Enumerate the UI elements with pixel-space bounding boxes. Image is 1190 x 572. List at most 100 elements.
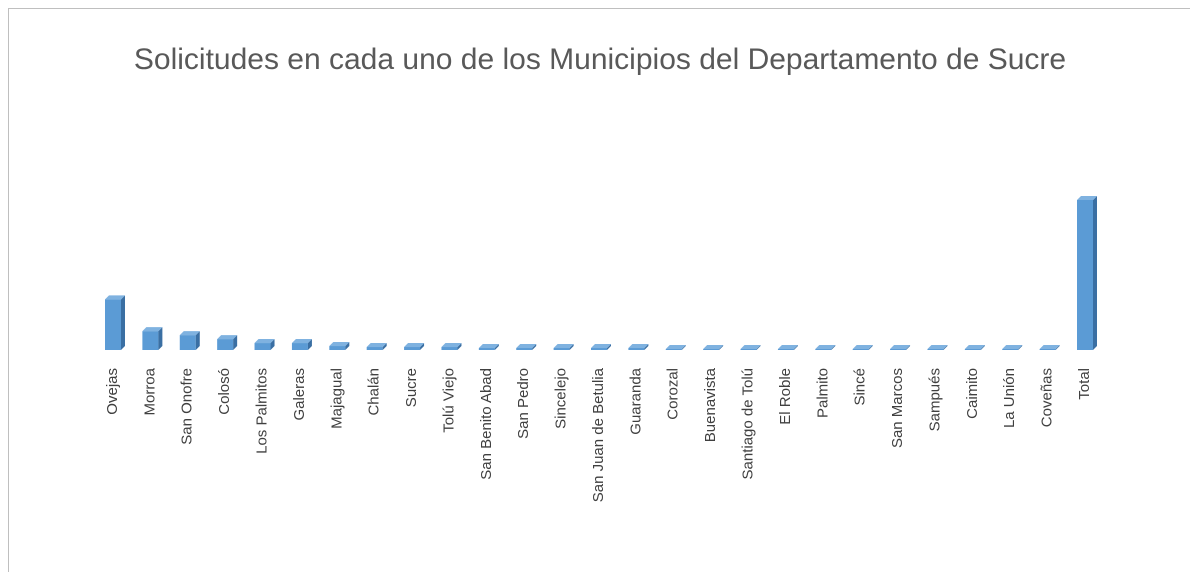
x-tick-label: Morroa <box>141 367 158 415</box>
x-tick-label: San Marcos <box>889 368 906 448</box>
bar-front <box>142 331 159 350</box>
bar-front <box>852 349 869 350</box>
bar <box>1002 345 1023 350</box>
bar-front <box>291 343 308 350</box>
bar-front <box>254 343 271 350</box>
bar-side <box>195 331 200 350</box>
bar-top <box>516 344 537 349</box>
x-tick-label: Ovejas <box>104 368 121 415</box>
bar <box>1077 196 1097 350</box>
bar <box>740 345 761 350</box>
bar-top <box>815 345 836 350</box>
x-tick-label: Coveñas <box>1039 368 1056 427</box>
x-tick-label: Sucre <box>403 368 420 407</box>
bar-front <box>964 349 981 350</box>
bar <box>142 327 163 350</box>
x-tick-label: Galeras <box>291 368 308 421</box>
bar-front <box>1002 349 1019 350</box>
bar-side <box>1055 345 1060 350</box>
bar-top <box>441 343 462 348</box>
bar-top <box>142 327 163 332</box>
x-tick-label: San Onofre <box>179 368 196 445</box>
bar-side <box>906 345 911 350</box>
bar-front <box>777 349 794 350</box>
x-tick-label: Sincé <box>852 368 869 406</box>
bar-top <box>329 342 350 347</box>
bar <box>478 344 499 350</box>
bar-front <box>703 349 720 350</box>
bar <box>404 343 425 350</box>
bar-top <box>254 339 275 344</box>
bar-front <box>404 347 421 350</box>
x-tick-label: Tolú Viejo <box>440 368 457 433</box>
bar-front <box>553 348 570 350</box>
bar-top <box>740 345 761 350</box>
bar-side <box>644 344 649 350</box>
bar-front <box>516 348 533 350</box>
bar-side <box>382 343 387 350</box>
bar-top <box>1039 345 1060 350</box>
bar-front <box>1039 349 1056 350</box>
bar-top <box>404 343 425 348</box>
bar-side <box>121 295 125 350</box>
bar-side <box>1018 345 1023 350</box>
bar-side <box>457 343 462 350</box>
bar-side <box>158 327 163 350</box>
bar <box>553 344 574 350</box>
bar-front <box>441 347 458 350</box>
bar <box>927 345 948 350</box>
bar-top <box>591 344 611 349</box>
bar <box>890 345 911 350</box>
bar <box>1039 345 1060 350</box>
bar-top <box>852 345 873 350</box>
bar-front <box>217 339 234 350</box>
bar <box>366 343 387 350</box>
bar <box>179 331 200 350</box>
x-tick-label: Sampués <box>926 368 943 431</box>
bar <box>703 345 724 350</box>
x-tick-label: San Juan de Betulia <box>590 367 607 502</box>
bar-front <box>815 349 832 350</box>
bar <box>665 345 686 350</box>
chart-title: Solicitudes en cada uno de los Municipio… <box>133 43 1067 76</box>
x-tick-label: Sincelejo <box>553 368 570 429</box>
bar-side <box>233 335 238 350</box>
x-tick-label: El Roble <box>777 368 794 425</box>
bar-side <box>831 345 836 350</box>
chart-border <box>8 8 1190 572</box>
bar <box>628 344 649 350</box>
bar-side <box>719 345 724 350</box>
bar-top <box>217 335 238 340</box>
bar-side <box>607 344 611 350</box>
bar-side <box>345 342 350 350</box>
bar-top <box>478 344 499 349</box>
bar <box>852 345 873 350</box>
x-tick-label: Majagual <box>328 368 345 429</box>
bar <box>441 343 462 350</box>
bar-top <box>105 295 125 300</box>
x-tick-label: San Benito Abad <box>478 368 495 480</box>
bar-top <box>366 343 387 348</box>
bar <box>964 345 985 350</box>
bar-top <box>777 345 798 350</box>
bar-front <box>890 349 907 350</box>
bar <box>105 295 125 350</box>
bar-front <box>628 348 645 350</box>
x-tick-label: Los Palmitos <box>254 368 271 454</box>
x-tick-label: La Unión <box>1001 368 1018 428</box>
bar-top <box>1077 196 1097 200</box>
bar-side <box>681 345 686 350</box>
bar-top <box>553 344 574 349</box>
bar-front <box>329 346 346 350</box>
bar-front <box>591 348 607 350</box>
bar <box>254 339 275 350</box>
x-tick-label: Colosó <box>216 368 233 415</box>
bar-side <box>307 339 312 350</box>
bar-top <box>665 345 686 350</box>
bar-front <box>366 347 383 350</box>
bar-top <box>927 345 948 350</box>
x-tick-label: Buenavista <box>702 367 719 442</box>
bar-top <box>179 331 200 336</box>
